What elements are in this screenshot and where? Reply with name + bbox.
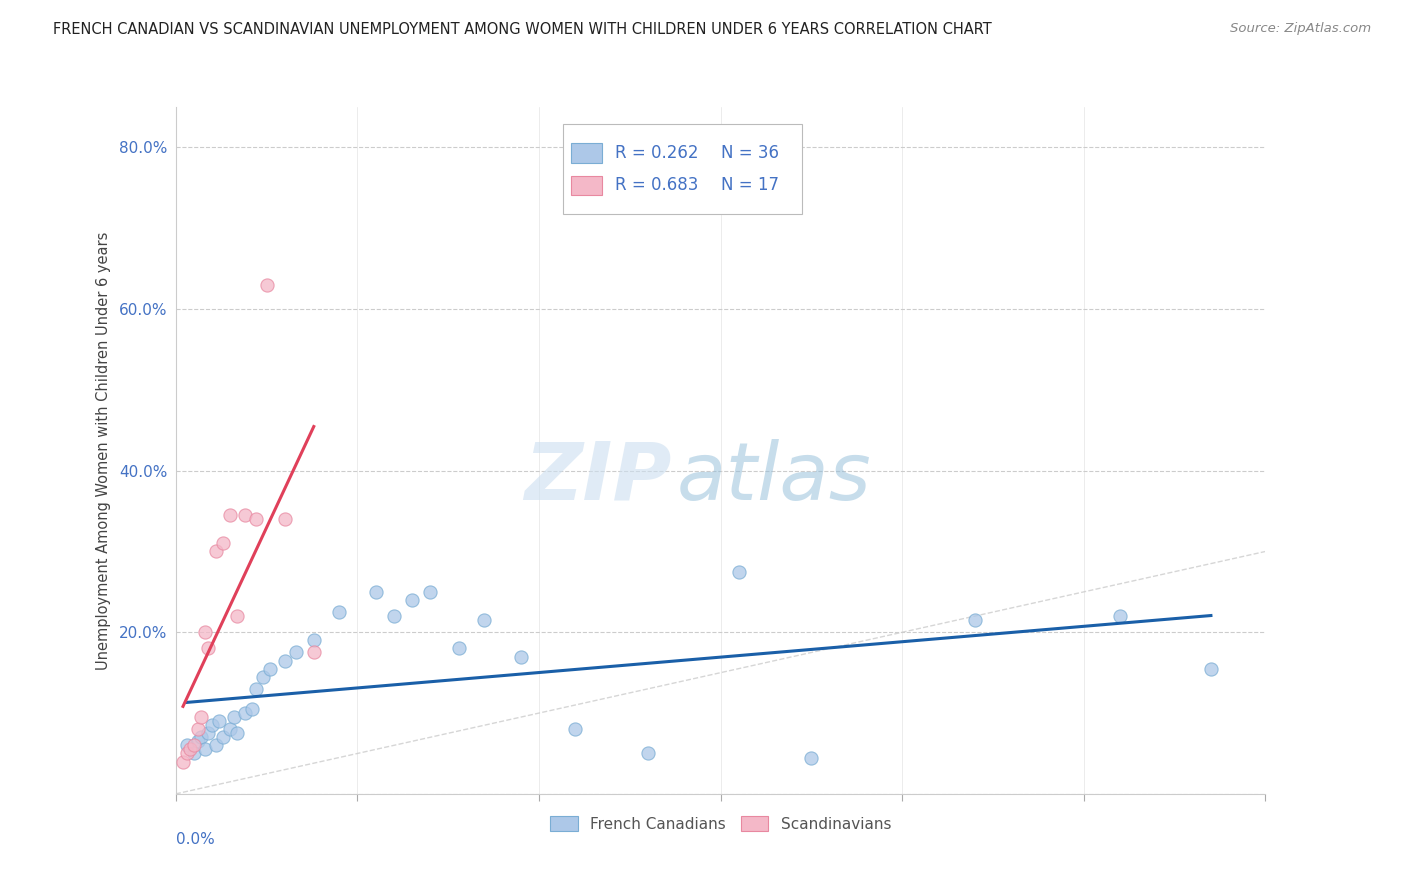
Point xyxy=(364,585,387,599)
Point xyxy=(474,613,496,627)
Text: N = 17: N = 17 xyxy=(721,177,779,194)
Text: FRENCH CANADIAN VS SCANDINAVIAN UNEMPLOYMENT AMONG WOMEN WITH CHILDREN UNDER 6 Y: FRENCH CANADIAN VS SCANDINAVIAN UNEMPLOY… xyxy=(53,22,993,37)
Point xyxy=(212,731,235,745)
Point xyxy=(176,739,198,753)
Point xyxy=(226,609,249,624)
Point xyxy=(637,747,659,761)
Point xyxy=(274,654,297,668)
Y-axis label: Unemployment Among Women with Children Under 6 years: Unemployment Among Women with Children U… xyxy=(96,231,111,670)
Point xyxy=(328,605,350,619)
Point xyxy=(219,508,242,522)
Text: N = 36: N = 36 xyxy=(721,145,779,162)
Point xyxy=(1199,662,1222,676)
Text: 0.0%: 0.0% xyxy=(176,831,215,847)
Point xyxy=(204,739,226,753)
Point xyxy=(183,739,205,753)
Point xyxy=(194,625,217,640)
Point xyxy=(179,742,201,756)
Point xyxy=(302,645,325,659)
Text: atlas: atlas xyxy=(678,439,872,517)
Point xyxy=(800,750,823,764)
Point xyxy=(233,706,256,720)
Point xyxy=(274,512,297,526)
Point xyxy=(259,662,281,676)
Point xyxy=(1109,609,1132,624)
Point xyxy=(509,649,531,664)
Point xyxy=(186,734,209,748)
Text: Source: ZipAtlas.com: Source: ZipAtlas.com xyxy=(1230,22,1371,36)
Point xyxy=(302,633,325,648)
Point xyxy=(284,645,307,659)
Point xyxy=(194,742,217,756)
Point xyxy=(252,670,274,684)
Text: R = 0.683: R = 0.683 xyxy=(614,177,699,194)
Point xyxy=(382,609,405,624)
Point xyxy=(245,681,267,696)
Point xyxy=(401,593,423,607)
Point xyxy=(190,710,212,724)
FancyBboxPatch shape xyxy=(571,176,602,195)
Point xyxy=(727,565,749,579)
Point xyxy=(197,726,219,740)
Point xyxy=(172,755,194,769)
Point xyxy=(183,747,205,761)
Point xyxy=(208,714,231,728)
Point xyxy=(226,726,249,740)
Point xyxy=(186,723,209,737)
Point xyxy=(176,747,198,761)
Point xyxy=(212,536,235,550)
Point xyxy=(219,723,242,737)
FancyBboxPatch shape xyxy=(571,144,602,162)
Point xyxy=(240,702,263,716)
Point xyxy=(256,277,278,292)
Legend: French Canadians, Scandinavians: French Canadians, Scandinavians xyxy=(544,810,897,838)
Point xyxy=(197,641,219,656)
Point xyxy=(564,723,586,737)
Point xyxy=(222,710,245,724)
Point xyxy=(201,718,224,732)
Point xyxy=(190,731,212,745)
Text: R = 0.262: R = 0.262 xyxy=(614,145,699,162)
Point xyxy=(233,508,256,522)
Text: ZIP: ZIP xyxy=(524,439,672,517)
Point xyxy=(419,585,441,599)
FancyBboxPatch shape xyxy=(562,124,803,213)
Point xyxy=(963,613,986,627)
Point xyxy=(204,544,226,558)
Point xyxy=(447,641,470,656)
Point xyxy=(245,512,267,526)
